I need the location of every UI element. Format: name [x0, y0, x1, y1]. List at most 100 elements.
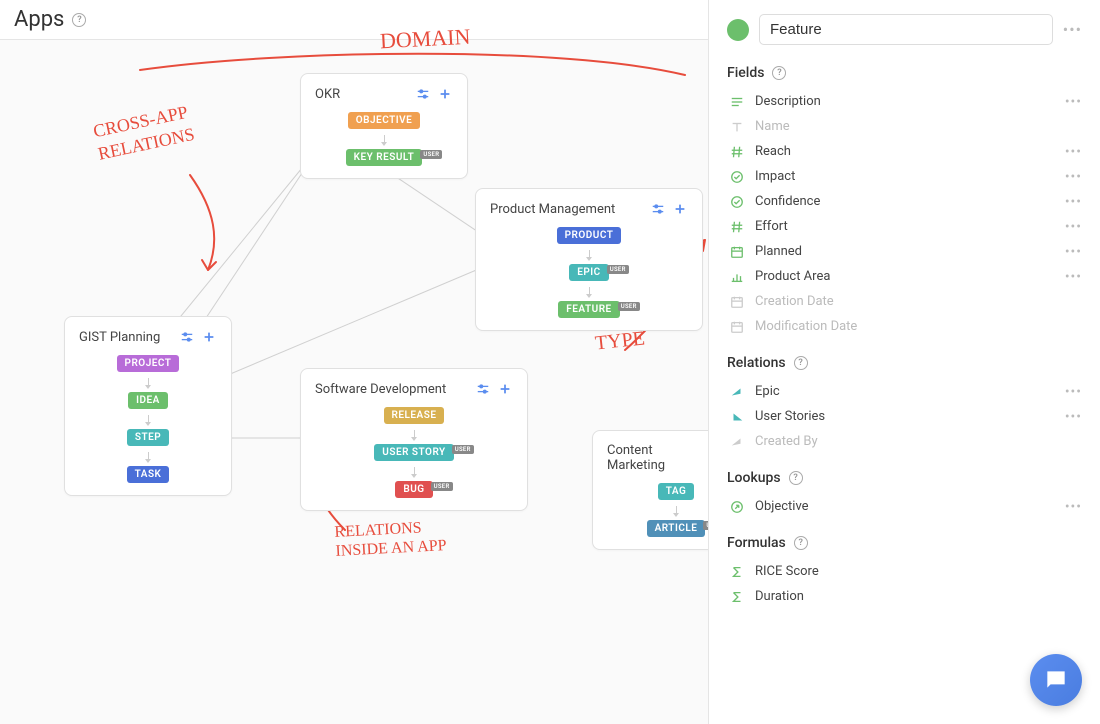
field-label: RICE Score: [755, 564, 1082, 579]
field-row[interactable]: Name: [727, 114, 1082, 139]
field-row[interactable]: RICE Score: [727, 559, 1082, 584]
type-chip[interactable]: PRODUCT: [557, 227, 622, 244]
field-label: Objective: [755, 499, 1065, 514]
type-chip[interactable]: USER STORYUSER: [374, 444, 453, 461]
settings-icon[interactable]: [415, 86, 431, 102]
section-fields-header: Fields?: [727, 65, 1082, 81]
add-icon[interactable]: [201, 329, 217, 345]
field-row[interactable]: Effort•••: [727, 214, 1082, 239]
field-row[interactable]: Duration: [727, 584, 1082, 609]
card-title: GIST Planning: [79, 330, 160, 345]
type-chip[interactable]: ARTICLEUSER: [647, 520, 706, 537]
type-name-input[interactable]: [759, 14, 1053, 45]
calendar-icon: [727, 295, 747, 309]
field-row[interactable]: Reach•••: [727, 139, 1082, 164]
sigma-icon: [727, 590, 747, 604]
text-lines-icon: [727, 95, 747, 109]
type-chip[interactable]: EPICUSER: [569, 264, 608, 281]
field-label: Epic: [755, 384, 1065, 399]
add-icon[interactable]: [437, 86, 453, 102]
more-icon[interactable]: •••: [1065, 170, 1082, 184]
type-chip[interactable]: TAG: [658, 483, 695, 500]
user-tag: USER: [452, 445, 474, 454]
type-chip[interactable]: KEY RESULTUSER: [346, 149, 423, 166]
help-icon[interactable]: ?: [789, 471, 803, 485]
section-lookups-header: Lookups?: [727, 470, 1082, 486]
field-label: Name: [755, 119, 1082, 134]
field-label: Creation Date: [755, 294, 1082, 309]
calendar-icon: [727, 245, 747, 259]
field-label: Planned: [755, 244, 1065, 259]
field-label: User Stories: [755, 409, 1065, 424]
help-icon[interactable]: ?: [794, 536, 808, 550]
more-icon[interactable]: •••: [1065, 220, 1082, 234]
check-circle-icon: [727, 170, 747, 184]
field-label: Impact: [755, 169, 1065, 184]
card-title: Software Development: [315, 382, 446, 397]
user-tag: USER: [420, 150, 442, 159]
more-icon[interactable]: •••: [1065, 500, 1082, 514]
field-label: Confidence: [755, 194, 1065, 209]
help-icon[interactable]: ?: [72, 13, 86, 27]
type-chip[interactable]: IDEA: [128, 392, 168, 409]
field-row[interactable]: Description•••: [727, 89, 1082, 114]
field-row[interactable]: Modification Date: [727, 314, 1082, 339]
field-row[interactable]: Confidence•••: [727, 189, 1082, 214]
settings-icon[interactable]: [475, 381, 491, 397]
type-chip[interactable]: PROJECT: [117, 355, 180, 372]
section-formulas-header: Formulas?: [727, 535, 1082, 551]
text-t-icon: [727, 120, 747, 134]
card-software-development[interactable]: Software Development RELEASE USER STORYUSE…: [300, 368, 528, 511]
more-icon[interactable]: •••: [1065, 145, 1082, 159]
help-icon[interactable]: ?: [794, 356, 808, 370]
type-color-dot[interactable]: [727, 19, 749, 41]
more-icon[interactable]: •••: [1063, 22, 1082, 38]
card-title: Product Management: [490, 202, 615, 217]
annotation-cross-app: CROSS-APP RELATIONS: [91, 100, 197, 166]
more-icon[interactable]: •••: [1065, 410, 1082, 424]
chat-button[interactable]: [1030, 654, 1082, 706]
more-icon[interactable]: •••: [1065, 245, 1082, 259]
more-icon[interactable]: •••: [1065, 195, 1082, 209]
header: Apps ?: [0, 0, 708, 40]
card-title: Content Marketing: [607, 443, 707, 473]
type-chip[interactable]: TASK: [127, 466, 170, 483]
type-chip[interactable]: OBJECTIVE: [348, 112, 421, 129]
annotation-inside-app: RELATIONS INSIDE AN APP: [334, 517, 447, 561]
side-panel-header: •••: [727, 14, 1082, 45]
help-icon[interactable]: ?: [772, 66, 786, 80]
field-row[interactable]: User Stories•••: [727, 404, 1082, 429]
field-row[interactable]: Planned•••: [727, 239, 1082, 264]
field-label: Reach: [755, 144, 1065, 159]
canvas[interactable]: DOMAIN CROSS-APP RELATIONS TYPE RELATION…: [0, 40, 708, 724]
field-label: Modification Date: [755, 319, 1082, 334]
type-chip[interactable]: STEP: [127, 429, 169, 446]
user-tag: USER: [607, 265, 629, 274]
card-okr[interactable]: OKROBJECTIVEKEY RESULTUSER: [300, 73, 468, 179]
add-icon[interactable]: [672, 201, 688, 217]
card-product-management[interactable]: Product Management PRODUCT EPICUSER FEATURE…: [475, 188, 703, 331]
field-label: Duration: [755, 589, 1082, 604]
type-chip[interactable]: BUGUSER: [395, 481, 432, 498]
rel-down-icon: [727, 410, 747, 424]
rel-up-icon: [727, 435, 747, 449]
type-chip[interactable]: FEATUREUSER: [558, 301, 619, 318]
settings-icon[interactable]: [179, 329, 195, 345]
more-icon[interactable]: •••: [1065, 95, 1082, 109]
type-chip[interactable]: RELEASE: [384, 407, 445, 424]
field-label: Product Area: [755, 269, 1065, 284]
check-circle-icon: [727, 195, 747, 209]
field-row[interactable]: Objective•••: [727, 494, 1082, 519]
settings-icon[interactable]: [650, 201, 666, 217]
field-row[interactable]: Created By: [727, 429, 1082, 454]
field-row[interactable]: Creation Date: [727, 289, 1082, 314]
more-icon[interactable]: •••: [1065, 385, 1082, 399]
section-relations-header: Relations?: [727, 355, 1082, 371]
card-gist-planning[interactable]: GIST Planning PROJECT IDEA STEP TASK: [64, 316, 232, 496]
add-icon[interactable]: [497, 381, 513, 397]
more-icon[interactable]: •••: [1065, 270, 1082, 284]
field-label: Description: [755, 94, 1065, 109]
field-row[interactable]: Product Area•••: [727, 264, 1082, 289]
field-row[interactable]: Epic•••: [727, 379, 1082, 404]
field-row[interactable]: Impact•••: [727, 164, 1082, 189]
